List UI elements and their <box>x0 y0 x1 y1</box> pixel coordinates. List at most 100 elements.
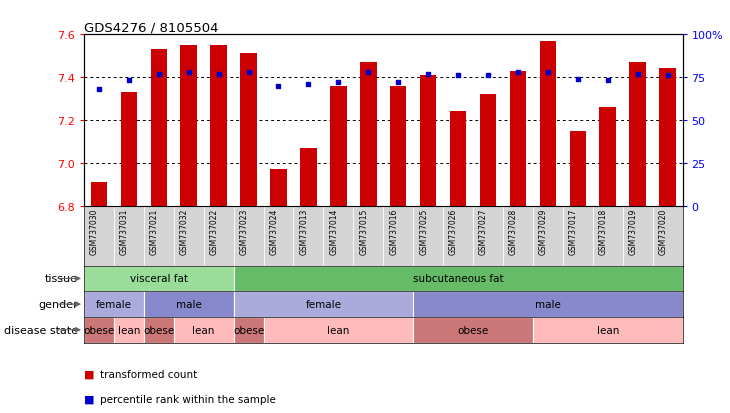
Point <box>333 80 345 86</box>
Point <box>242 69 255 76</box>
Text: GSM737031: GSM737031 <box>120 209 128 255</box>
Text: lean: lean <box>596 325 619 335</box>
Text: GSM737027: GSM737027 <box>479 209 488 255</box>
Bar <box>413 206 443 266</box>
Point <box>422 71 434 78</box>
Point <box>542 69 554 76</box>
Text: gender: gender <box>38 299 78 309</box>
Bar <box>353 206 383 266</box>
Point <box>393 80 404 86</box>
Bar <box>174 317 234 343</box>
Bar <box>84 206 114 266</box>
Bar <box>420 76 437 206</box>
Bar <box>390 86 407 206</box>
Bar <box>293 206 323 266</box>
Text: obese: obese <box>143 325 174 335</box>
Text: lean: lean <box>118 325 140 335</box>
Point <box>153 71 165 78</box>
Bar <box>144 292 234 317</box>
Bar <box>91 183 107 206</box>
Bar <box>383 206 413 266</box>
Text: GDS4276 / 8105504: GDS4276 / 8105504 <box>84 21 218 34</box>
Point <box>662 73 674 79</box>
Bar <box>533 206 563 266</box>
Text: GSM737023: GSM737023 <box>239 209 248 255</box>
Bar <box>144 317 174 343</box>
Text: GSM737030: GSM737030 <box>90 209 99 255</box>
Text: GSM737021: GSM737021 <box>150 209 159 255</box>
Text: GSM737019: GSM737019 <box>629 209 638 255</box>
Text: female: female <box>96 299 132 309</box>
Text: male: male <box>176 299 201 309</box>
Point <box>602 78 613 85</box>
Bar <box>653 206 683 266</box>
Point <box>363 69 374 76</box>
Text: GSM737025: GSM737025 <box>419 209 428 255</box>
Text: GSM737029: GSM737029 <box>539 209 548 255</box>
Text: GSM737013: GSM737013 <box>299 209 309 255</box>
Bar <box>503 206 533 266</box>
Bar <box>413 317 533 343</box>
Text: GSM737028: GSM737028 <box>509 209 518 255</box>
Text: GSM737018: GSM737018 <box>599 209 607 255</box>
Point <box>483 73 494 79</box>
Text: GSM737016: GSM737016 <box>389 209 399 255</box>
Bar <box>84 266 234 292</box>
Bar <box>84 317 114 343</box>
Text: disease state: disease state <box>4 325 78 335</box>
Bar <box>234 266 683 292</box>
Text: lean: lean <box>327 325 350 335</box>
Bar <box>264 206 293 266</box>
Text: lean: lean <box>193 325 215 335</box>
Bar <box>180 46 197 206</box>
Bar <box>330 86 347 206</box>
Text: GSM737024: GSM737024 <box>269 209 279 255</box>
Point <box>273 83 285 90</box>
Point <box>93 86 105 93</box>
Point <box>631 71 644 78</box>
Text: GSM737017: GSM737017 <box>569 209 578 255</box>
Text: obese: obese <box>233 325 264 335</box>
Text: GSM737015: GSM737015 <box>359 209 369 255</box>
Bar <box>144 206 174 266</box>
Point <box>572 76 584 83</box>
Point <box>303 81 315 88</box>
Text: ■: ■ <box>84 394 94 404</box>
Bar <box>270 170 287 206</box>
Bar <box>360 63 377 206</box>
Point <box>512 69 524 76</box>
Text: obese: obese <box>83 325 115 335</box>
Point <box>213 71 225 78</box>
Bar <box>510 71 526 206</box>
Bar <box>210 46 227 206</box>
Bar <box>629 63 646 206</box>
Bar <box>114 317 144 343</box>
Text: GSM737026: GSM737026 <box>449 209 458 255</box>
Text: obese: obese <box>458 325 488 335</box>
Text: percentile rank within the sample: percentile rank within the sample <box>100 394 276 404</box>
Point <box>453 73 464 79</box>
Bar <box>443 206 473 266</box>
Text: GSM737020: GSM737020 <box>658 209 668 255</box>
Bar <box>599 108 616 206</box>
Text: transformed count: transformed count <box>100 369 197 379</box>
Bar <box>323 206 353 266</box>
Bar <box>264 317 413 343</box>
Bar <box>563 206 593 266</box>
Text: female: female <box>305 299 342 309</box>
Text: GSM737032: GSM737032 <box>180 209 188 255</box>
Bar <box>240 55 257 206</box>
Bar <box>593 206 623 266</box>
Bar <box>150 50 167 206</box>
Point <box>123 78 134 85</box>
Bar <box>120 93 137 206</box>
Bar <box>84 292 144 317</box>
Bar <box>114 206 144 266</box>
Bar <box>234 317 264 343</box>
Bar <box>473 206 503 266</box>
Bar <box>623 206 653 266</box>
Text: GSM737014: GSM737014 <box>329 209 339 255</box>
Bar <box>480 95 496 206</box>
Bar <box>413 292 683 317</box>
Bar <box>569 131 586 206</box>
